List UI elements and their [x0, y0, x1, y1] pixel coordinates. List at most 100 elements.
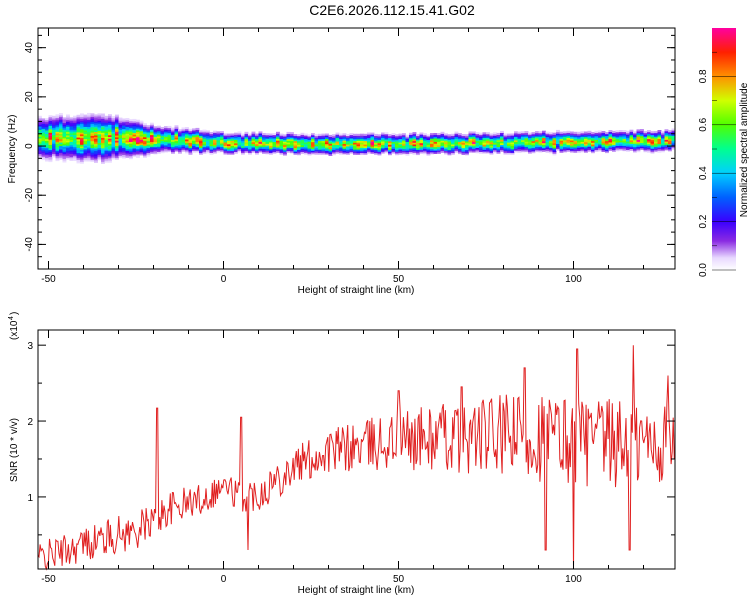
- spectrogram-xtick-label: -50: [41, 274, 56, 285]
- spectrogram-cell: [62, 141, 67, 144]
- spectrogram-cell: [377, 139, 382, 142]
- spectrogram-cell: [101, 115, 105, 118]
- spectrogram-cell: [584, 138, 588, 141]
- spectrogram-cell: [136, 131, 140, 134]
- spectrogram-cell: [493, 149, 497, 152]
- spectrogram-cell: [573, 136, 578, 139]
- spectrogram-cell: [668, 132, 672, 135]
- spectrogram-cell: [94, 136, 98, 139]
- spectrogram-cell: [570, 141, 574, 144]
- spectrogram-cell: [227, 143, 231, 146]
- spectrogram-cell: [45, 121, 49, 124]
- spectrogram-cell: [552, 137, 557, 140]
- spectrogram-cell: [202, 143, 207, 146]
- spectrogram-cell: [573, 140, 578, 143]
- spectrogram-cell: [276, 131, 280, 134]
- spectrogram-cell: [272, 143, 277, 146]
- spectrogram-cell: [55, 126, 60, 129]
- spectrogram-cell: [405, 143, 410, 146]
- spectrogram-cell: [605, 137, 609, 140]
- spectrogram-cell: [643, 136, 648, 139]
- spectrogram-cell: [601, 139, 606, 142]
- spectrogram-cell: [514, 141, 518, 144]
- spectrogram-cell: [38, 143, 42, 146]
- spectrogram-cell: [545, 145, 550, 148]
- spectrogram-cell: [104, 153, 109, 156]
- spectrogram-cell: [612, 137, 616, 140]
- spectrogram-cell: [437, 136, 441, 139]
- spectrogram-cell: [38, 141, 42, 144]
- spectrogram-cell: [258, 138, 263, 141]
- spectrogram-cell: [356, 147, 361, 150]
- spectrogram-cell: [178, 136, 182, 139]
- spectrogram-cell: [41, 147, 46, 150]
- spectrogram-cell: [482, 144, 487, 147]
- spectrogram-cell: [374, 144, 378, 147]
- spectrogram-cell: [370, 136, 375, 139]
- spectrogram-cell: [293, 134, 298, 137]
- spectrogram-cell: [188, 135, 193, 138]
- spectrogram-cell: [398, 138, 403, 141]
- spectrogram-cell: [48, 132, 53, 135]
- spectrogram-cell: [290, 145, 294, 148]
- spectrogram-cell: [619, 143, 623, 146]
- spectrogram-cell: [619, 133, 623, 136]
- spectrogram-cell: [129, 129, 133, 132]
- spectrogram-cell: [552, 151, 557, 154]
- spectrogram-cell: [129, 133, 133, 136]
- spectrogram-cell: [563, 136, 567, 139]
- spectrogram-cell: [279, 147, 284, 150]
- spectrogram-cell: [293, 146, 298, 149]
- spectrogram-cell: [66, 119, 70, 122]
- spectrogram-cell: [132, 125, 137, 128]
- spectrogram-cell: [38, 146, 42, 149]
- spectrogram-cell: [38, 153, 42, 156]
- spectrogram-cell: [643, 148, 648, 151]
- spectrogram-cell: [486, 151, 490, 154]
- spectrogram-cell: [132, 137, 137, 140]
- spectrogram-cell: [45, 147, 49, 150]
- spectrogram-cell: [360, 140, 364, 143]
- spectrogram-cell: [223, 149, 228, 152]
- spectrogram-cell: [661, 133, 665, 136]
- spectrogram-cell: [514, 131, 518, 134]
- spectrogram-cell: [325, 140, 329, 143]
- spectrogram-cell: [76, 152, 81, 155]
- spectrogram-cell: [76, 125, 81, 128]
- spectrogram-cell: [69, 150, 74, 153]
- spectrogram-cell: [45, 123, 49, 126]
- spectrogram-cell: [619, 142, 623, 145]
- spectrogram-cell: [66, 155, 70, 158]
- spectrogram-cell: [486, 134, 490, 137]
- spectrogram-cell: [104, 155, 109, 158]
- spectrogram-cell: [654, 144, 658, 147]
- spectrogram-cell: [507, 140, 511, 143]
- spectrogram-cell: [346, 146, 350, 149]
- spectrogram-cell: [622, 147, 627, 150]
- spectrogram-cell: [136, 149, 140, 152]
- spectrogram-cell: [668, 135, 672, 138]
- spectrogram-cell: [108, 159, 112, 162]
- spectrogram-cell: [307, 151, 312, 154]
- spectrogram-cell: [349, 139, 354, 142]
- spectrogram-cell: [157, 139, 161, 142]
- spectrogram-cell: [153, 148, 158, 151]
- spectrogram-cell: [531, 142, 536, 145]
- spectrogram-cell: [199, 132, 203, 135]
- spectrogram-cell: [230, 140, 235, 143]
- spectrogram-cell: [339, 147, 343, 150]
- spectrogram-cell: [90, 142, 95, 145]
- spectrogram-cell: [202, 146, 207, 149]
- spectrogram-cell: [108, 117, 112, 120]
- spectrogram-cell: [461, 147, 466, 150]
- spectrogram-cell: [318, 137, 322, 140]
- spectrogram-cell: [66, 124, 70, 127]
- spectrogram-cell: [507, 133, 511, 136]
- spectrogram-cell: [559, 136, 564, 139]
- spectrogram-cell: [108, 138, 112, 141]
- spectrogram-cell: [171, 144, 175, 147]
- spectrogram-cell: [384, 146, 389, 149]
- spectrogram-cell: [475, 151, 480, 154]
- spectrogram-cell: [314, 133, 319, 136]
- spectrogram-cell: [59, 147, 63, 150]
